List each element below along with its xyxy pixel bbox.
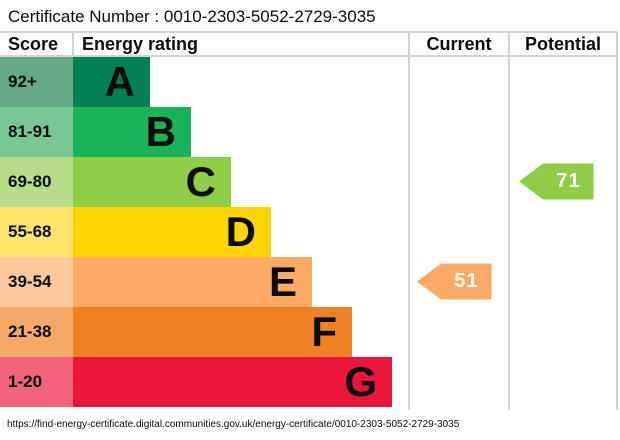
band-bar-b: B <box>73 107 191 157</box>
band-bar-c: C <box>73 157 231 207</box>
grid-line-current-column <box>408 31 410 410</box>
epc-band-row-g: 1-20 G <box>0 357 620 407</box>
certificate-number: Certificate Number : 0010-2303-5052-2729… <box>8 7 376 26</box>
band-bar-d: D <box>73 207 271 257</box>
current-rating-arrow: 51 <box>417 263 492 300</box>
band-bar-f: F <box>73 307 352 357</box>
epc-band-row-e: 39-54 E <box>0 257 620 307</box>
epc-band-row-d: 55-68 D <box>0 207 620 257</box>
left-arrow-icon <box>417 263 492 300</box>
band-bar-g: G <box>73 357 392 407</box>
score-range-g: 1-20 <box>0 357 73 407</box>
band-bar-a: A <box>73 57 150 107</box>
score-range-c: 69-80 <box>0 157 73 207</box>
potential-rating-value: 71 <box>556 170 581 192</box>
score-range-e: 39-54 <box>0 257 73 307</box>
grid-line-header-bottom <box>0 55 618 57</box>
epc-band-row-c: 69-80 C <box>0 157 620 207</box>
band-bar-e: E <box>73 257 312 307</box>
grid-line-potential-column <box>508 31 510 410</box>
column-header-current: Current <box>426 34 492 54</box>
epc-band-row-a: 92+ A <box>0 57 620 107</box>
column-header-potential: Potential <box>524 34 601 54</box>
score-range-f: 21-38 <box>0 307 73 357</box>
epc-band-row-f: 21-38 F <box>0 307 620 357</box>
grid-line-top <box>0 31 618 33</box>
score-range-a: 92+ <box>0 57 73 107</box>
column-header-energy-rating: Energy rating <box>82 34 199 54</box>
certificate-url: https://find-energy-certificate.digital.… <box>7 419 460 430</box>
column-header-score: Score <box>8 34 59 54</box>
potential-rating-arrow: 71 <box>519 163 594 200</box>
epc-band-row-b: 81-91 B <box>0 107 620 157</box>
current-rating-value: 51 <box>454 270 479 292</box>
grid-line-score-separator <box>72 31 74 57</box>
energy-band-rows: 92+ A 81-91 B 69-80 C 55-68 D 39-54 E 21-38 F 1-20 G <box>0 57 620 407</box>
left-arrow-icon <box>519 163 594 200</box>
score-range-d: 55-68 <box>0 207 73 257</box>
score-range-b: 81-91 <box>0 107 73 157</box>
grid-line-right-edge <box>616 31 618 410</box>
